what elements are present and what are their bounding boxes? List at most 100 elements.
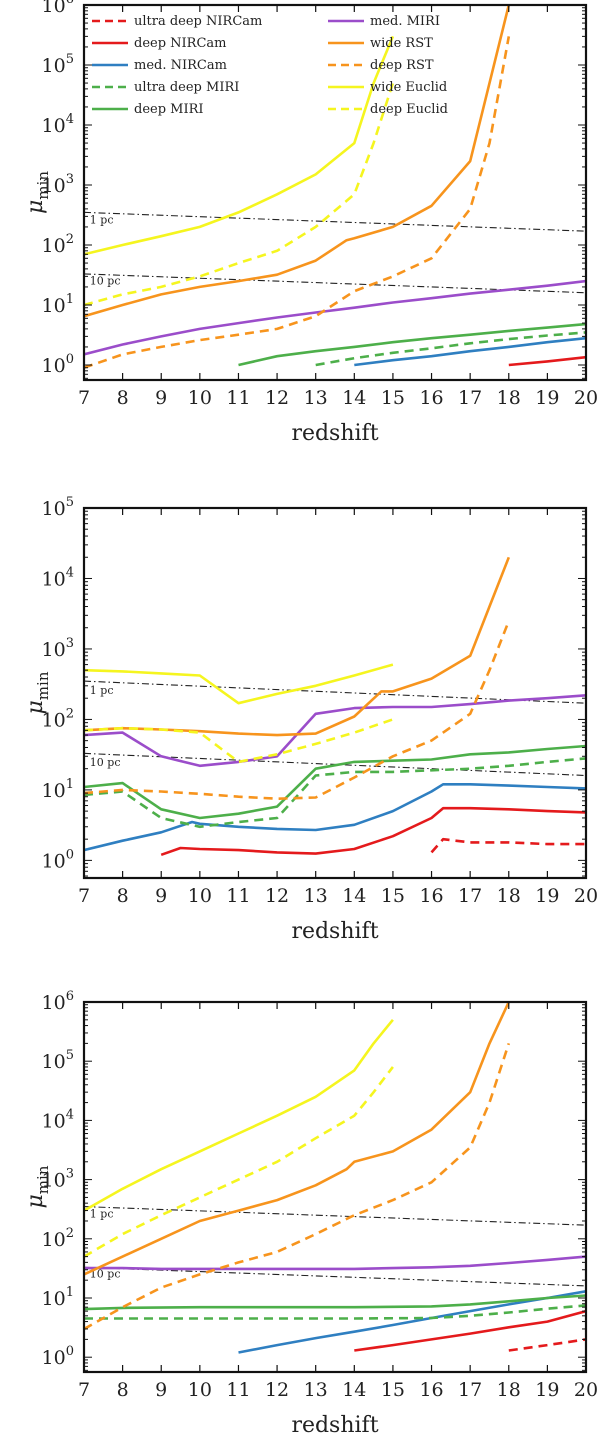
x-tick-label: 13 — [304, 387, 328, 409]
x-tick-label: 11 — [226, 885, 250, 907]
x-tick-label: 10 — [188, 387, 212, 409]
plot-frame — [82, 3, 588, 382]
x-tick-label: 9 — [155, 1379, 167, 1401]
y-tick-label: 105 — [42, 52, 74, 77]
x-tick-label: 14 — [342, 387, 366, 409]
y-tick-label: 101 — [42, 292, 74, 317]
x-tick-label: 13 — [304, 885, 328, 907]
y-tick-label: 100 — [42, 352, 74, 377]
x-tick-label: 18 — [497, 885, 521, 907]
series-line — [84, 5, 511, 318]
y-tick-label: 101 — [42, 1285, 74, 1310]
x-tick-label: 18 — [497, 1379, 521, 1401]
y-tick-label: 102 — [42, 706, 74, 731]
y-tick-label: 105 — [42, 495, 74, 520]
x-tick-label: 11 — [226, 387, 250, 409]
legend-label: deep Euclid — [370, 102, 448, 117]
series-line — [84, 1018, 394, 1212]
series-line — [84, 82, 395, 307]
x-tick-label: 17 — [458, 387, 482, 409]
legend-label: wide RST — [370, 36, 433, 51]
series-line — [354, 336, 586, 367]
x-tick-label: 12 — [265, 1379, 289, 1401]
x-axis-label: redshift — [291, 421, 378, 446]
x-tick-label: 7 — [78, 1379, 90, 1401]
x-axis-label: redshift — [291, 919, 378, 944]
x-tick-label: 15 — [381, 1379, 405, 1401]
x-tick-label: 10 — [188, 1379, 212, 1401]
series-line — [84, 1255, 586, 1271]
legend-label: ultra deep MIRI — [134, 80, 239, 95]
x-tick-label: 8 — [117, 387, 129, 409]
series-line — [84, 1304, 586, 1320]
series-line — [84, 556, 511, 737]
legend: ultra deep NIRCam deep NIRCam med. NIRCam u… — [92, 14, 448, 117]
x-tick-label: 9 — [155, 387, 167, 409]
chart-panel-2: 1 pc 10 pc 7 8 9 10 11 12 13 14 15 16 17 18 19 20 100 101… — [23, 495, 598, 944]
y-tick-label: 106 — [42, 0, 74, 17]
y-tick-label: 104 — [42, 565, 74, 590]
series-line — [84, 782, 586, 852]
annotation: 1 pc — [90, 213, 114, 226]
legend-label: deep NIRCam — [134, 36, 227, 51]
x-tick-label: 17 — [458, 1379, 482, 1401]
x-tick-label: 8 — [117, 885, 129, 907]
series-line — [508, 355, 586, 367]
y-tick-label: 100 — [42, 847, 74, 872]
legend-label: wide Euclid — [370, 80, 447, 95]
annotation: 10 pc — [90, 756, 121, 769]
series-line — [238, 1290, 586, 1354]
annotation: 10 pc — [90, 274, 121, 287]
x-tick-label: 16 — [419, 885, 443, 907]
x-tick-label: 20 — [574, 885, 598, 907]
legend-label: med. MIRI — [370, 14, 440, 29]
series-line — [84, 1002, 510, 1276]
y-tick-label: 104 — [42, 1107, 74, 1132]
y-tick-label: 106 — [42, 989, 74, 1014]
x-tick-label: 9 — [155, 885, 167, 907]
y-tick-label: 104 — [42, 112, 74, 137]
reference-line — [84, 1206, 586, 1226]
series-line — [84, 620, 511, 801]
series-line — [84, 694, 586, 768]
x-axis-label: redshift — [291, 1413, 378, 1437]
x-tick-label: 19 — [535, 885, 559, 907]
legend-label: ultra deep NIRCam — [134, 14, 262, 29]
series-line — [160, 806, 586, 857]
x-tick-label: 10 — [188, 885, 212, 907]
series-line — [84, 35, 395, 256]
x-tick-label: 17 — [458, 885, 482, 907]
legend-label: med. NIRCam — [134, 58, 227, 73]
y-tick-label: 101 — [42, 777, 74, 802]
y-axis-label: μmin — [23, 171, 52, 214]
x-tick-label: 7 — [78, 885, 90, 907]
legend-label: deep RST — [370, 58, 434, 73]
chart-panel-3: 1 pc 10 pc 7 8 9 10 11 12 13 14 15 16 17 18 19 20 100 101… — [23, 989, 598, 1437]
series-line — [430, 837, 586, 854]
series-line — [84, 279, 586, 356]
x-tick-label: 12 — [265, 387, 289, 409]
y-axis-label: μmin — [23, 1165, 52, 1208]
reference-line — [84, 273, 586, 294]
legend-label: deep MIRI — [134, 102, 204, 117]
y-tick-label: 102 — [42, 1226, 74, 1251]
x-tick-label: 16 — [419, 387, 443, 409]
x-tick-label: 11 — [226, 1379, 250, 1401]
chart-panel-1: 1 pc 10 pc 7 8 9 10 11 12 13 14 15 16 17 18 19 20 100 101… — [23, 0, 598, 446]
x-tick-label: 14 — [342, 1379, 366, 1401]
y-tick-label: 100 — [42, 1344, 74, 1369]
annotation: 1 pc — [90, 684, 114, 697]
series-line — [84, 744, 586, 820]
y-tick-label: 103 — [42, 1167, 74, 1192]
x-tick-label: 12 — [265, 885, 289, 907]
series-line — [84, 663, 394, 705]
y-tick-label: 103 — [42, 172, 74, 197]
y-tick-label: 102 — [42, 232, 74, 257]
annotation: 1 pc — [90, 1207, 114, 1220]
x-tick-label: 7 — [78, 387, 90, 409]
x-tick-label: 19 — [535, 387, 559, 409]
x-tick-label: 15 — [381, 387, 405, 409]
y-tick-label: 103 — [42, 636, 74, 661]
x-tick-label: 15 — [381, 885, 405, 907]
x-tick-label: 16 — [419, 1379, 443, 1401]
